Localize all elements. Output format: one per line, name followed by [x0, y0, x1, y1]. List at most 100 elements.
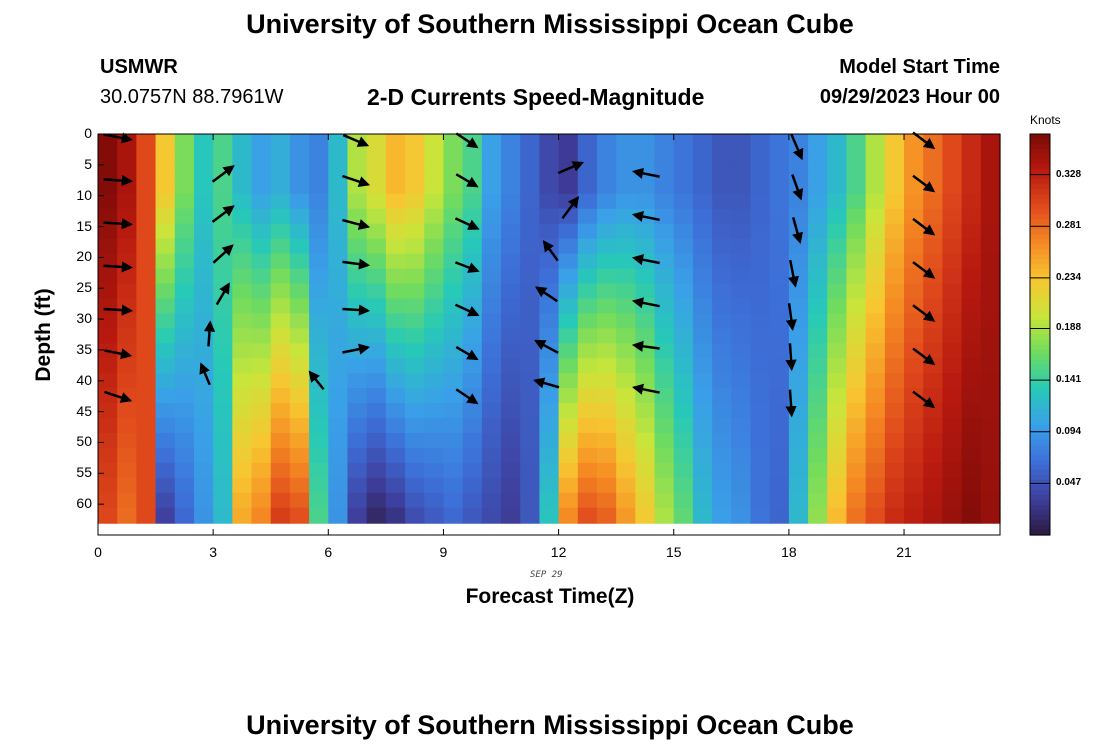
heatmap-cell [309, 313, 329, 330]
heatmap-cell [328, 328, 349, 345]
heatmap-cell [98, 477, 118, 494]
heatmap-cell [788, 208, 809, 225]
current-vector-arrow [631, 167, 660, 179]
heatmap-cell [673, 418, 694, 435]
heatmap-cell [232, 283, 253, 300]
heatmap-cell [117, 208, 137, 225]
heatmap-cell [443, 193, 464, 210]
y-tick-label: 15 [76, 217, 92, 234]
heatmap-cell [961, 193, 982, 210]
heatmap-cell [328, 268, 349, 285]
heatmap-cell [155, 373, 176, 390]
heatmap-cell [405, 507, 425, 524]
heatmap-cell [501, 388, 521, 405]
heatmap-cell [232, 477, 253, 494]
current-vector-arrow [215, 282, 230, 306]
current-vector-arrow [342, 218, 371, 230]
heatmap-cell [827, 283, 848, 300]
heatmap-cell [309, 223, 329, 240]
heatmap-cell [405, 403, 425, 420]
heatmap-cell [942, 178, 963, 195]
heatmap-cell [980, 298, 1001, 315]
heatmap-cell [328, 313, 349, 330]
heatmap-cell [788, 328, 809, 345]
heatmap-cell [213, 388, 233, 405]
heatmap-cell [328, 283, 349, 300]
heatmap-cell [692, 313, 713, 330]
heatmap-cell [174, 134, 195, 151]
heatmap-cell [769, 134, 790, 151]
heatmap-cell [865, 178, 886, 195]
heatmap-cell [596, 253, 617, 270]
current-vector-arrow [103, 132, 134, 144]
heatmap-cell [596, 328, 617, 345]
heatmap-cell [385, 373, 406, 390]
x-tick-label: 9 [439, 544, 448, 560]
heatmap-cell [750, 492, 771, 509]
colorbar-swatch [1030, 259, 1050, 265]
heatmap-cell [788, 373, 809, 390]
heatmap-cell [424, 477, 445, 494]
heatmap-cell [846, 193, 867, 210]
colorbar-swatch [1030, 434, 1050, 441]
heatmap-cell [827, 238, 848, 255]
heatmap-cell [750, 343, 771, 360]
heatmap-cell [865, 283, 886, 300]
heatmap-cell [443, 447, 464, 464]
heatmap-cell [501, 432, 521, 449]
heatmap-cell [923, 253, 944, 270]
heatmap-cell [884, 253, 905, 270]
heatmap-cell [961, 208, 982, 225]
heatmap-cell [577, 298, 598, 315]
heatmap-cell [136, 298, 157, 315]
colorbar-frame [1029, 133, 1051, 536]
heatmap-cell [750, 134, 771, 151]
heatmap-cell [692, 283, 713, 300]
heatmap-cell [328, 403, 349, 420]
heatmap-cell [117, 507, 137, 524]
heatmap-cell [846, 447, 867, 464]
heatmap-cell [654, 238, 675, 255]
heatmap-cell [654, 477, 675, 494]
current-vector-arrow [199, 362, 211, 386]
heatmap-cell [309, 418, 329, 435]
heatmap-cell [136, 163, 157, 180]
current-vector-arrow [103, 304, 134, 316]
x-tick-label: 18 [781, 544, 797, 560]
heatmap-cell [865, 447, 886, 464]
heatmap-cell [251, 268, 272, 285]
heatmap-cell [846, 477, 867, 494]
colorbar-swatch [1030, 184, 1050, 190]
heatmap-cell [961, 462, 982, 479]
heatmap-cell [213, 343, 233, 360]
heatmap-cell [923, 432, 944, 449]
heatmap-cell [232, 253, 253, 270]
heatmap-cell [98, 432, 118, 449]
heatmap-cell [923, 148, 944, 165]
heatmap-cell [769, 388, 790, 405]
heatmap-cell [692, 223, 713, 240]
heatmap-cell [827, 492, 848, 509]
heatmap-cell [577, 178, 598, 195]
heatmap-cell [443, 373, 464, 390]
heatmap-cell [347, 477, 368, 494]
heatmap-cell [635, 148, 656, 165]
colorbar-swatch [1030, 394, 1050, 401]
heatmap-cell [673, 432, 694, 449]
heatmap-cell [232, 328, 253, 345]
heatmap-cell [174, 328, 195, 345]
y-tick-label: 5 [84, 155, 92, 172]
heatmap-cell [443, 223, 464, 240]
heatmap-cell [117, 403, 137, 420]
heatmap-cell [692, 148, 713, 165]
heatmap-cell [788, 432, 809, 449]
heatmap-cell [980, 507, 1001, 524]
heatmap-cell [213, 268, 233, 285]
heatmap-cell [731, 178, 752, 195]
x-tick-label: 0 [94, 544, 102, 560]
heatmap-cell [616, 298, 636, 315]
heatmap-cell [865, 238, 886, 255]
heatmap-cell [251, 507, 272, 524]
heatmap-cell [347, 283, 368, 300]
